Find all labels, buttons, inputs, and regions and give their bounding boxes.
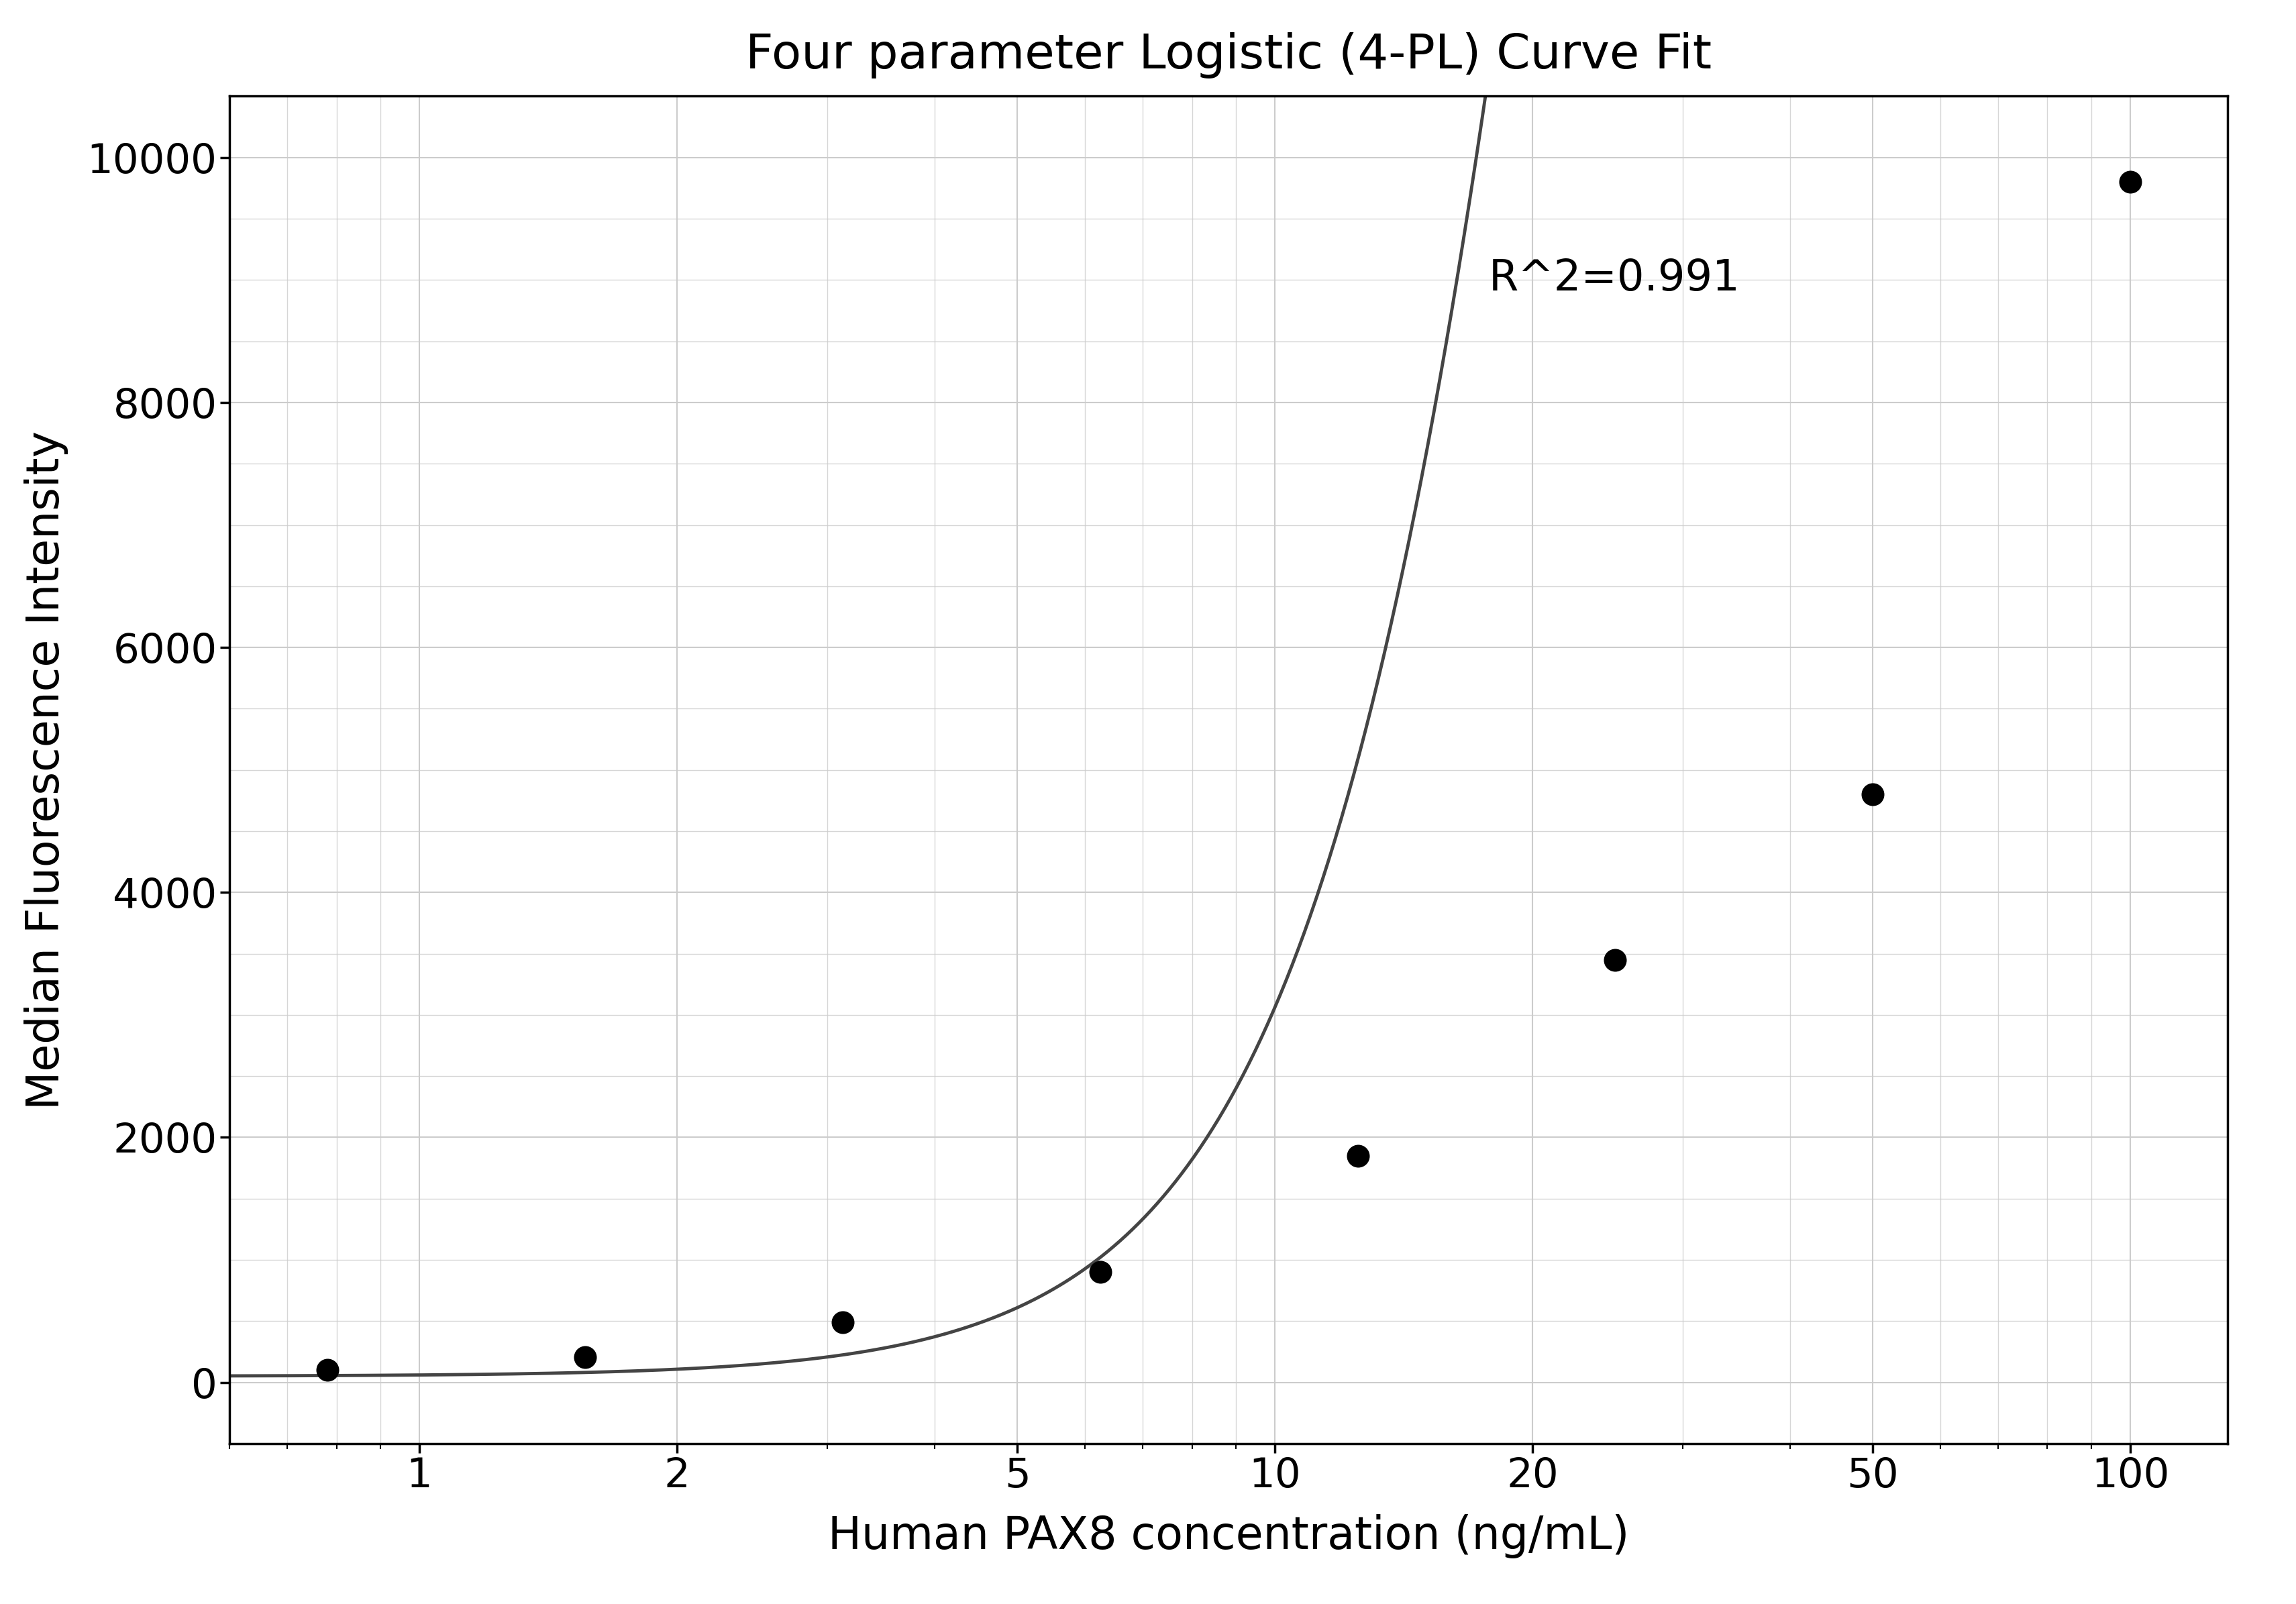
Point xyxy=(1081,1259,1118,1285)
Text: R^2=0.991: R^2=0.991 xyxy=(1488,258,1740,300)
Y-axis label: Median Fluorescence Intensity: Median Fluorescence Intensity xyxy=(23,430,69,1110)
Point xyxy=(1596,946,1632,972)
X-axis label: Human PAX8 concentration (ng/mL): Human PAX8 concentration (ng/mL) xyxy=(829,1514,1628,1559)
Point xyxy=(824,1309,861,1335)
Point xyxy=(308,1357,344,1383)
Title: Four parameter Logistic (4-PL) Curve Fit: Four parameter Logistic (4-PL) Curve Fit xyxy=(746,32,1711,79)
Point xyxy=(567,1344,604,1370)
Point xyxy=(1853,781,1890,807)
Point xyxy=(1339,1144,1375,1169)
Point xyxy=(2112,168,2149,194)
